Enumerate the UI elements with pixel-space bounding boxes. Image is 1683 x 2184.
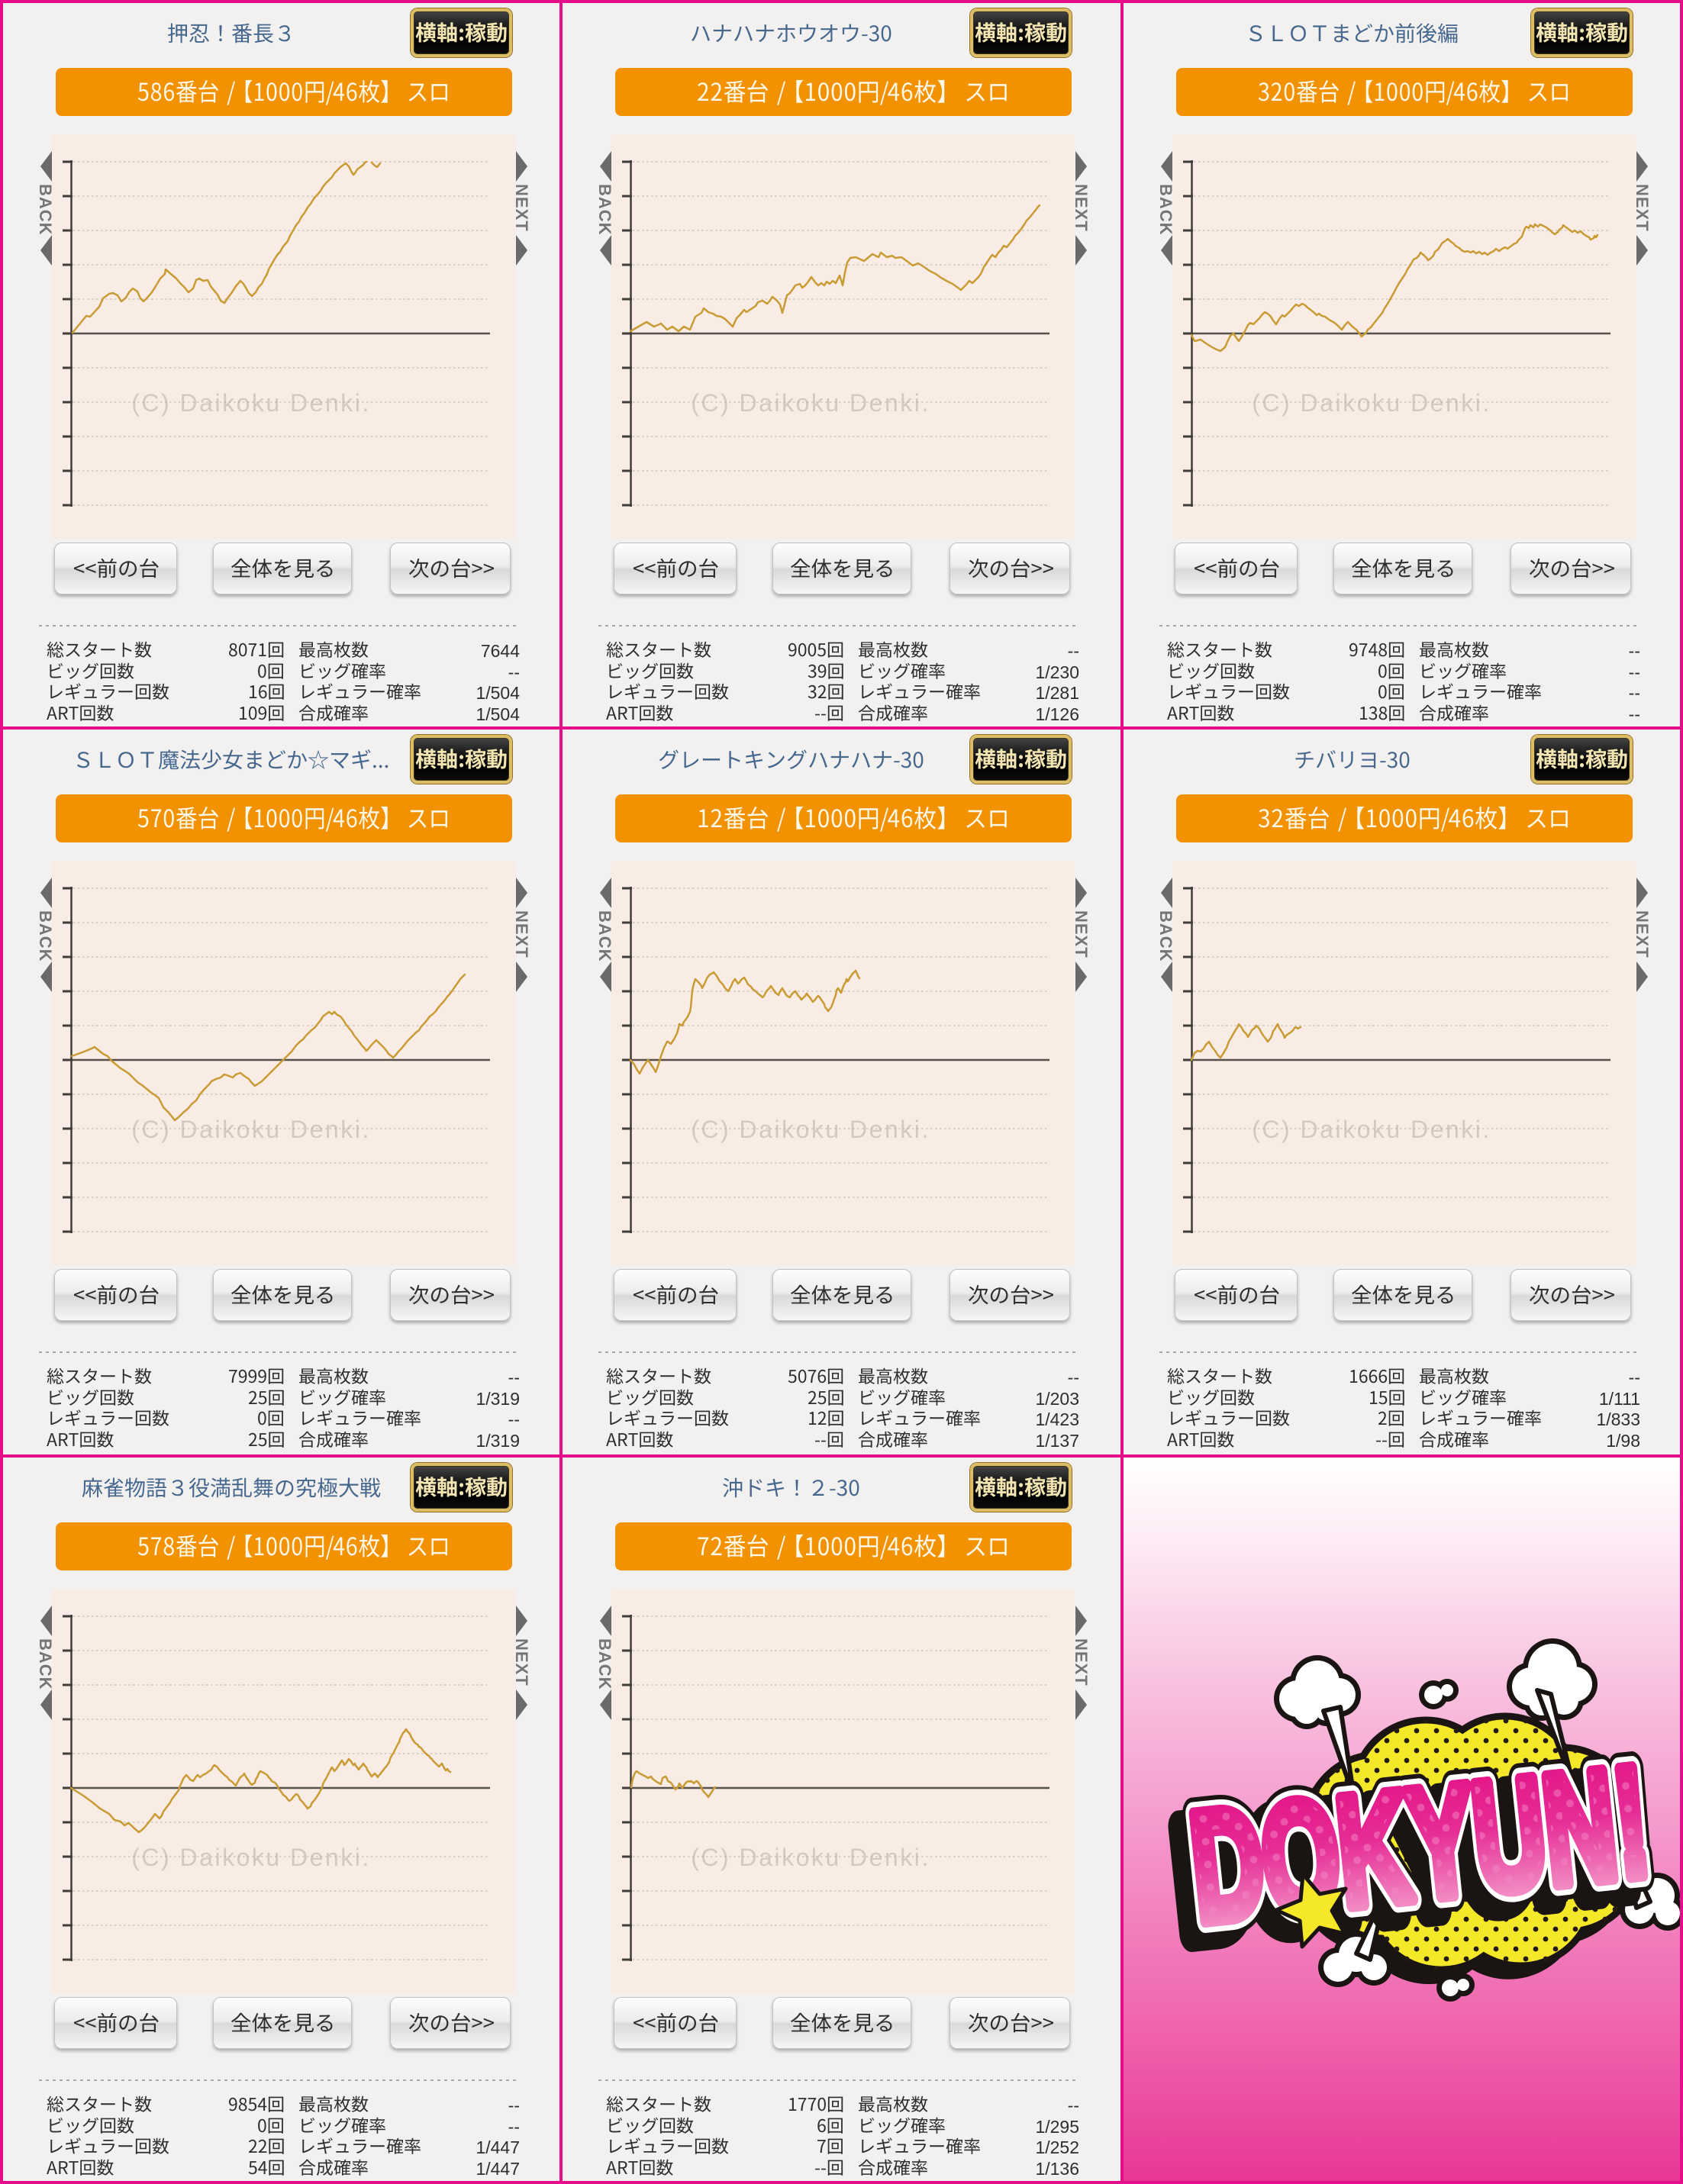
svg-text:(C) Daikoku Denki.: (C) Daikoku Denki. xyxy=(131,1844,371,1871)
svg-text:(C) Daikoku Denki.: (C) Daikoku Denki. xyxy=(691,1844,930,1871)
svg-text:(C) Daikoku Denki.: (C) Daikoku Denki. xyxy=(1252,1116,1491,1143)
svg-text:(C) Daikoku Denki.: (C) Daikoku Denki. xyxy=(131,1116,371,1143)
svg-text:(C) Daikoku Denki.: (C) Daikoku Denki. xyxy=(1252,389,1491,417)
svg-text:(C) Daikoku Denki.: (C) Daikoku Denki. xyxy=(131,389,371,417)
svg-text:(C) Daikoku Denki.: (C) Daikoku Denki. xyxy=(691,389,930,417)
svg-text:(C) Daikoku Denki.: (C) Daikoku Denki. xyxy=(691,1116,930,1143)
